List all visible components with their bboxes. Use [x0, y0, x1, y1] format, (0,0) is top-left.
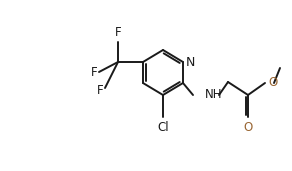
- Text: Cl: Cl: [157, 121, 169, 134]
- Text: N: N: [186, 56, 195, 69]
- Text: O: O: [243, 121, 253, 134]
- Text: F: F: [115, 26, 121, 39]
- Text: F: F: [91, 65, 97, 78]
- Text: F: F: [96, 83, 103, 96]
- Text: NH: NH: [205, 89, 223, 102]
- Text: O: O: [268, 76, 277, 89]
